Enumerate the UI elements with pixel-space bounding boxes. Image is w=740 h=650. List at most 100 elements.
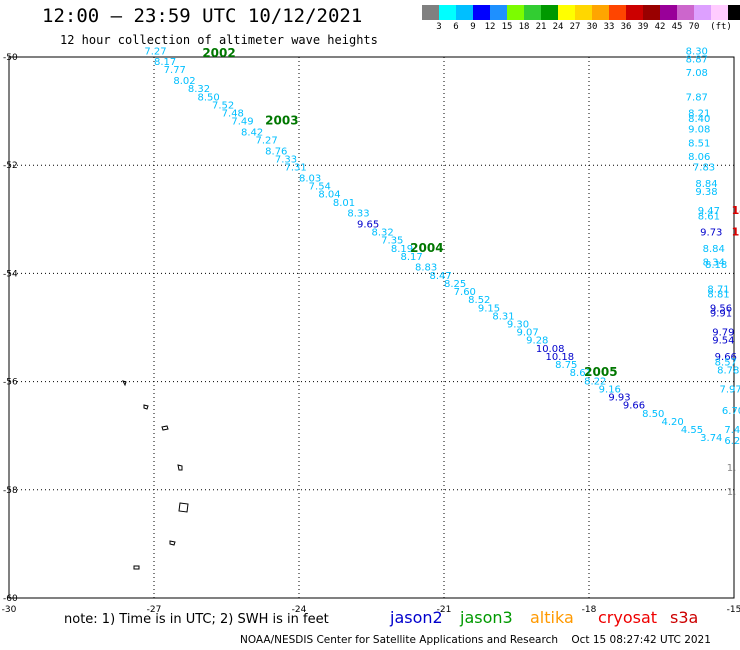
satellite-s3a: s3a	[670, 608, 699, 627]
colorbar-swatch	[626, 5, 643, 20]
satellite-jason2: jason2	[390, 608, 443, 627]
colorbar-label: 45	[671, 22, 683, 32]
time-marker: 2003	[265, 114, 298, 128]
wave-height-label: 8.03	[299, 173, 321, 184]
x-tick-label: -21	[437, 605, 452, 615]
wave-height-label: 9.91	[710, 309, 732, 320]
wave-height-label: 8.32	[372, 228, 394, 239]
colorbar-unit: (ft)	[710, 22, 732, 32]
wave-height-label: 4.20	[662, 417, 684, 428]
wave-height-label: 9.66	[715, 352, 737, 363]
colorbar-label: 12	[484, 22, 496, 32]
y-tick-label: -52	[3, 161, 18, 171]
note-text: note: 1) Time is in UTC; 2) SWH is in fe…	[64, 612, 329, 627]
wave-height-label: 9.47	[698, 206, 720, 217]
satellite-cryosat: cryosat	[598, 608, 658, 627]
wave-height-label: 9.54	[712, 336, 734, 347]
wave-height-label: 8.78	[717, 365, 739, 376]
wave-height-label: 9.15	[478, 303, 500, 314]
colorbar-swatch	[456, 5, 473, 20]
map-subtitle: 12 hour collection of altimeter wave hei…	[60, 33, 378, 47]
wave-height-label: 7.48	[222, 109, 244, 120]
wave-height-label: 8.06	[688, 152, 710, 163]
axis-ticks: -30 -27 -24 -21 -18 -15 -50 -52 -54 -56 -58 -60	[2, 53, 740, 615]
wave-height-label: 7.27	[256, 136, 278, 147]
island-outline	[178, 502, 189, 513]
x-tick-label: -15	[727, 605, 740, 615]
wave-height-label: 8.51	[688, 138, 710, 149]
colorbar-swatch	[677, 5, 694, 20]
colorbar-label: 39	[637, 22, 649, 32]
colorbar-swatch	[728, 5, 740, 20]
island-outline	[143, 404, 149, 410]
wave-height-label: 8.30	[686, 46, 708, 57]
wave-height-label: 6.2	[724, 436, 740, 447]
x-tick-label: -30	[2, 605, 17, 615]
x-tick-label: -27	[147, 605, 162, 615]
wave-height-label: 8.75	[555, 360, 577, 371]
wave-height-label: 9.56	[710, 303, 732, 314]
wave-height-label: 8.84	[695, 179, 717, 190]
island-outline	[133, 565, 140, 570]
colorbar-swatch	[524, 5, 541, 20]
colorbar-swatch	[473, 5, 490, 20]
wave-height-label: 8.52	[468, 295, 490, 306]
wave-height-label: 8.81	[707, 290, 729, 301]
colorbar-label: 24	[552, 22, 564, 32]
colorbar-label: 18	[518, 22, 530, 32]
time-marker: 2004	[410, 241, 443, 255]
wave-height-label: 8.42	[241, 127, 263, 138]
wave-height-label: 8.57	[715, 357, 737, 368]
map-frame	[8, 56, 735, 599]
wave-height-label: 3.74	[700, 433, 722, 444]
wave-height-label: 8.84	[703, 244, 725, 255]
wave-height-label: 4.55	[681, 425, 703, 436]
map-title: 12:00 – 23:59 UTC 10/12/2021	[42, 5, 363, 27]
wave-height-label: 8.61	[570, 368, 592, 379]
wave-height-label: 8.22	[584, 376, 606, 387]
island-outline	[177, 464, 183, 471]
colorbar-swatch	[439, 5, 456, 20]
wave-height-label: 8.19	[391, 244, 413, 255]
wave-height-label: 7.83	[693, 163, 715, 174]
wave-height-label: 8.61	[698, 211, 720, 222]
wave-height-label: 9.38	[695, 187, 717, 198]
wave-height-label: 8.04	[318, 190, 340, 201]
x-tick-label: -24	[292, 605, 307, 615]
wave-height-label: 8.83	[415, 263, 437, 274]
islands	[122, 380, 189, 570]
y-tick-label: -60	[3, 594, 18, 604]
wave-height-label: 8.17	[401, 252, 423, 263]
wave-height-label: 7.52	[212, 100, 234, 111]
wave-height-label: 9.79	[712, 328, 734, 339]
colorbar-swatch	[541, 5, 558, 20]
y-tick-label: -56	[3, 378, 18, 388]
wave-height-label: 8.47	[430, 271, 452, 282]
map-grid	[8, 56, 735, 599]
wave-height-label: 7.60	[454, 287, 476, 298]
wave-height-label: 8.21	[688, 109, 710, 120]
wave-height-label: 7.54	[309, 182, 331, 193]
wave-height-label: 7.97	[720, 384, 740, 395]
colorbar-label: 3	[436, 22, 442, 32]
satellite-jason3: jason3	[460, 608, 513, 627]
colorbar-swatch	[694, 5, 711, 20]
wave-height-label: 9.65	[357, 219, 379, 230]
wave-height-label: 9.66	[623, 401, 645, 412]
wave-height-label: 9.07	[517, 328, 539, 339]
colorbar-swatch	[609, 5, 626, 20]
wave-height-label: 9.16	[599, 384, 621, 395]
wave-height-label: 10.18	[546, 352, 575, 363]
colorbar-label: 21	[535, 22, 547, 32]
wave-height-label: 9.73	[700, 228, 722, 239]
wave-height-label: 1.	[727, 463, 737, 474]
colorbar-swatch	[490, 5, 507, 20]
wave-height-label: 8.40	[688, 114, 710, 125]
footer-timestamp: Oct 15 08:27:42 UTC 2021	[571, 634, 711, 646]
colorbar-label: 30	[586, 22, 598, 32]
wave-height-label: 8.02	[173, 76, 195, 87]
wave-height-label: 8.17	[154, 57, 176, 68]
satellite-altika: altika	[530, 608, 574, 627]
colorbar-label: 42	[654, 22, 666, 32]
